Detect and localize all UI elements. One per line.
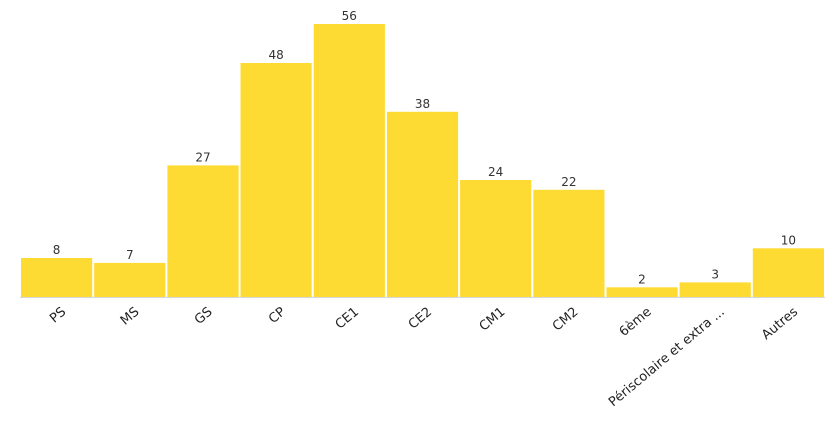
bar-9 <box>679 282 751 297</box>
bar-1 <box>94 262 166 297</box>
category-label-5: CE2 <box>406 305 435 333</box>
category-label-3: CP <box>266 304 289 326</box>
category-label-6: CM1 <box>477 305 509 335</box>
data-label-0: 8 <box>53 243 61 257</box>
data-label-1: 7 <box>126 248 134 262</box>
category-label-8: 6ème <box>617 305 655 340</box>
bars-group <box>21 24 824 298</box>
category-label-9: Périscolaire et extra ... <box>606 305 728 410</box>
category-label-0: PS <box>47 305 69 327</box>
bar-10 <box>752 248 824 298</box>
data-label-6: 24 <box>488 165 503 179</box>
data-label-9: 3 <box>711 267 719 281</box>
bar-3 <box>240 63 312 297</box>
bar-0 <box>21 258 93 297</box>
data-label-4: 56 <box>342 9 357 23</box>
category-label-7: CM2 <box>550 305 582 335</box>
bar-8 <box>606 287 678 298</box>
category-label-4: CE1 <box>333 305 362 333</box>
data-label-10: 10 <box>781 233 796 247</box>
bar-6 <box>460 180 532 297</box>
data-label-8: 2 <box>638 272 646 286</box>
data-label-2: 27 <box>195 150 210 164</box>
category-label-2: GS <box>192 305 216 328</box>
bar-2 <box>167 165 239 297</box>
bar-5 <box>386 111 459 298</box>
data-label-5: 38 <box>415 97 430 111</box>
bar-4 <box>313 24 385 297</box>
data-label-7: 22 <box>561 175 576 189</box>
category-label-10: Autres <box>759 304 801 343</box>
bar-7 <box>533 189 605 298</box>
category-label-1: MS <box>118 305 143 329</box>
data-label-3: 48 <box>268 48 283 62</box>
